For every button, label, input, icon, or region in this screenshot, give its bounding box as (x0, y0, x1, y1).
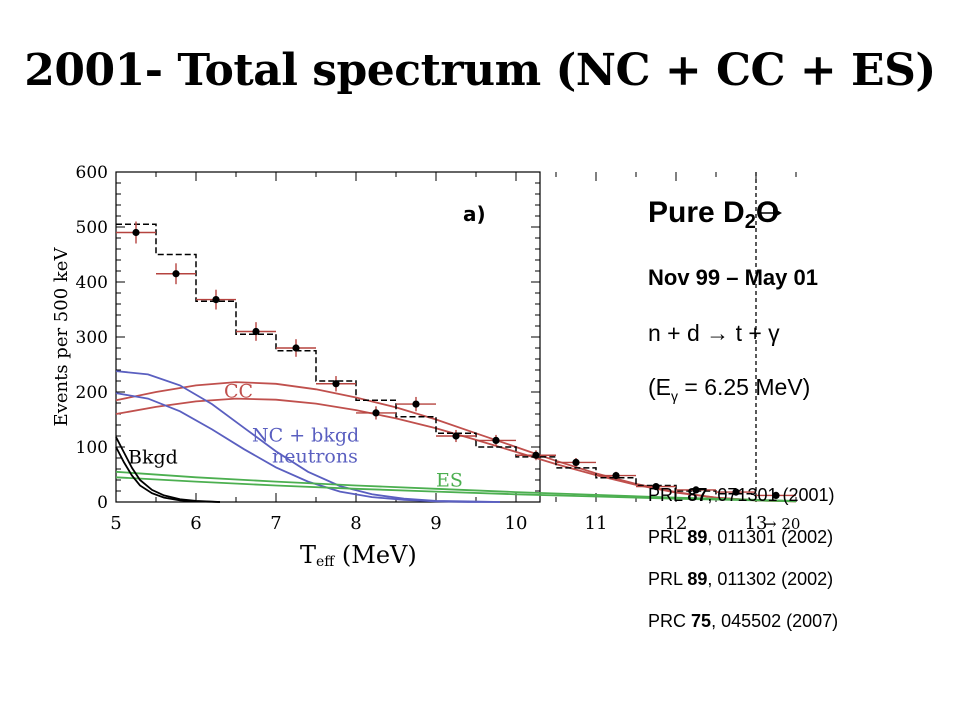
ref-journal: PRL (648, 527, 683, 547)
x-axis-label-unit: (MeV) (334, 541, 416, 569)
gamma-energy: (Eγ = 6.25 MeV) (648, 374, 810, 404)
x-tick-label-overflow: → 20 (764, 515, 800, 533)
date-range: Nov 99 – May 01 (648, 265, 818, 290)
energy-subscript: γ (671, 388, 678, 404)
data-point (412, 400, 420, 408)
data-point (452, 432, 460, 440)
reference-2: PRL 89, 011301 (2002) (648, 527, 833, 548)
total-fit-histogram (116, 223, 756, 495)
nc-curve (115, 392, 500, 503)
data-point (572, 458, 580, 466)
ref-journal: PRL (648, 485, 683, 505)
x-axis-label-sub: eff (316, 554, 335, 570)
x-tick-label: 12 (665, 513, 688, 534)
data-point (332, 380, 340, 388)
x-tick-label: 8 (350, 513, 361, 534)
x-tick-label: 10 (505, 513, 528, 534)
y-tick-label: 500 (76, 218, 108, 238)
slide-title: 2001- Total spectrum (NC + CC + ES) (24, 45, 936, 96)
bkgd-label: Bkgd (128, 447, 178, 469)
data-point (492, 436, 500, 444)
ref-rest: , 011301 (2002) (707, 527, 834, 547)
es-label: ES (436, 470, 463, 492)
x-tick-label: 5 (110, 513, 121, 534)
energy-suffix: = 6.25 MeV) (678, 374, 811, 400)
ref-volume: 89 (687, 569, 708, 589)
y-tick-label: 300 (76, 328, 108, 348)
pure-d2o-label: Pure D2O (648, 196, 779, 234)
ref-rest: , 011302 (2002) (707, 569, 834, 589)
panel-label: a) (463, 202, 486, 226)
x-axis-label: Teff (MeV) (300, 541, 417, 570)
data-point (212, 296, 220, 304)
pure-prefix: Pure D (648, 196, 745, 229)
ref-journal: PRC (648, 611, 687, 631)
y-tick-label: 100 (76, 438, 108, 458)
data-point (692, 486, 700, 494)
data-point (132, 228, 140, 237)
ref-volume: 89 (687, 527, 708, 547)
ref-volume: 87 (687, 485, 708, 505)
cut-arrow-head (773, 208, 782, 218)
x-tick-label: 13 (745, 513, 768, 534)
pure-subscript: 2 (744, 211, 756, 233)
ref-rest: , 071301 (2001) (707, 485, 835, 505)
y-axis-label: Events per 500 keV (51, 247, 72, 427)
nc-label: NC + bkgd (252, 425, 359, 447)
x-tick-label: 6 (190, 513, 201, 534)
y-tick-label: 200 (76, 383, 108, 403)
cc-label: CC (224, 381, 253, 403)
energy-prefix: (E (648, 374, 671, 400)
y-tick-label: 400 (76, 273, 108, 293)
reference-1: PRL 87, 071301 (2001) (648, 485, 835, 506)
es-curve (115, 476, 797, 503)
data-point (532, 451, 540, 459)
neutrons-label: neutrons (272, 445, 358, 467)
y-tick-label: 0 (97, 493, 108, 513)
ref-journal: PRL (648, 569, 683, 589)
ref-volume: 75 (691, 611, 712, 631)
data-point (172, 270, 180, 278)
ref-rest: , 045502 (2007) (711, 611, 839, 631)
data-point (652, 483, 660, 491)
reaction-equation: n + d → t + γ (648, 320, 780, 346)
data-point (732, 488, 740, 496)
bkgd-curve (115, 446, 221, 503)
x-tick-label: 7 (270, 513, 281, 534)
data-point (372, 409, 380, 417)
reference-3: PRL 89, 011302 (2002) (648, 569, 833, 590)
x-tick-label: 11 (585, 513, 608, 534)
data-point (772, 491, 780, 499)
y-tick-label: 600 (76, 163, 108, 183)
data-point (612, 472, 620, 480)
x-tick-label: 9 (430, 513, 441, 534)
x-axis-label-main: T (300, 541, 316, 569)
data-point (292, 344, 300, 352)
data-point (252, 327, 260, 336)
pure-suffix: O (755, 196, 780, 229)
reference-4: PRC 75, 045502 (2007) (648, 611, 838, 632)
